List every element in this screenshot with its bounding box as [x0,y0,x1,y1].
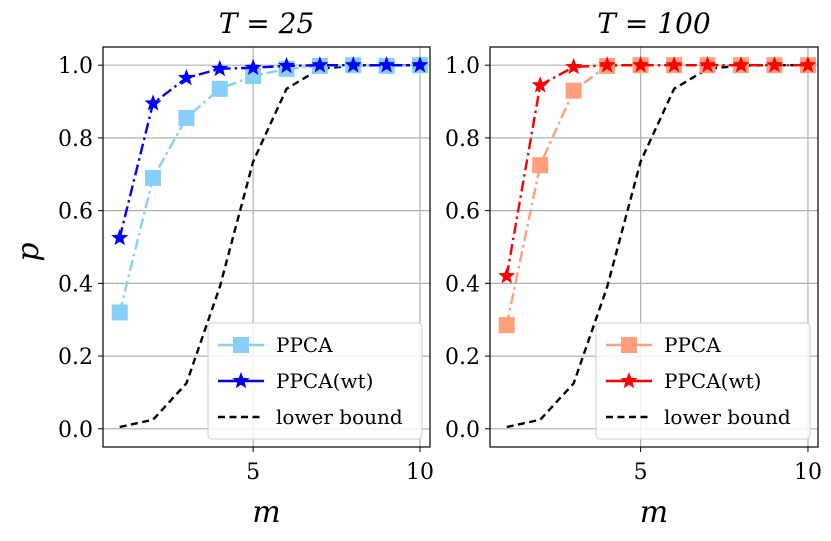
legend-marker [232,372,250,389]
legend-marker [621,337,637,353]
legend: PPCA PPCA(wt) lower bound [595,322,811,440]
y-tick-label: 0.0 [58,418,93,443]
legend-label: PPCA [276,333,333,357]
data-point [177,68,195,86]
y-tick-label: 1.0 [58,54,93,79]
x-axis-label: m [252,495,280,530]
y-tick-label: 0.4 [445,272,480,297]
legend-box [207,322,423,440]
y-tick-label: 0.0 [445,418,480,443]
data-point [765,56,784,73]
y-tick-label: 0.6 [58,200,93,225]
data-point [111,228,129,246]
data-point [632,56,650,73]
legend: PPCA PPCA(wt) lower bound [207,322,423,440]
x-tick-label: 10 [794,460,822,485]
data-point [178,109,195,126]
legend-marker [233,337,249,353]
data-point [498,317,515,334]
y-tick-label: 0.2 [58,345,93,370]
ticks: 5 10 0.0 0.2 0.4 0.6 0.8 1.0 [445,54,822,485]
panel-t25: 5 100.00.20.40.60.81.0 T = 25 m p PPCAPPC… [11,7,434,530]
data-point [665,56,683,73]
chart-title: T = 25 [219,7,315,40]
series-group [498,56,817,429]
y-tick-label: 0.8 [58,127,93,152]
series-line-ppcawt [505,63,808,277]
legend-label: PPCA(wt) [664,369,761,393]
y-tick-label: 0.8 [445,127,480,152]
data-point [211,80,228,97]
data-point [111,304,128,321]
data-point [244,58,262,76]
plot-frame [102,46,431,448]
data-point [565,58,583,75]
chart-title: T = 100 [597,7,710,40]
data-point [344,56,362,73]
ticks: 5 10 0.0 0.2 0.4 0.6 0.8 1.0 [58,54,434,485]
y-axis-label: p [11,242,46,261]
data-point [732,56,750,73]
data-point [277,56,296,74]
data-point [532,157,549,174]
series-line-ppcawt [118,63,420,239]
legend-box [595,322,811,440]
series-group [111,56,429,429]
data-point [378,56,396,73]
series-line-lowerbound [119,63,420,429]
plot-frame [489,46,819,448]
data-point [144,94,162,111]
x-tick-label: 5 [634,460,648,485]
y-tick-label: 1.0 [445,54,480,79]
x-tick-label: 5 [246,460,260,485]
data-point [411,56,429,73]
legend-label: lower bound [276,405,403,429]
data-point [531,76,549,93]
series-line-ppca [118,63,421,313]
data-point [145,169,162,186]
x-tick-label: 10 [406,460,434,485]
data-point [565,82,582,99]
data-point [698,56,717,73]
series-line-ppca [505,63,808,326]
legend-label: lower bound [664,405,791,429]
data-point [498,267,516,284]
legend-marker [620,372,638,389]
legend-label: PPCA(wt) [276,369,373,393]
data-point [311,56,329,73]
x-axis-label: m [640,495,668,530]
legend-label: PPCA [664,333,721,357]
panel-t100: 5 100.00.20.40.60.81.0 T = 100 m PPCAPPCA… [445,7,822,530]
data-point [799,56,817,73]
data-point [598,56,616,73]
data-point [211,59,229,77]
y-tick-label: 0.2 [445,345,480,370]
y-tick-label: 0.4 [58,272,93,297]
y-tick-label: 0.6 [445,200,480,225]
